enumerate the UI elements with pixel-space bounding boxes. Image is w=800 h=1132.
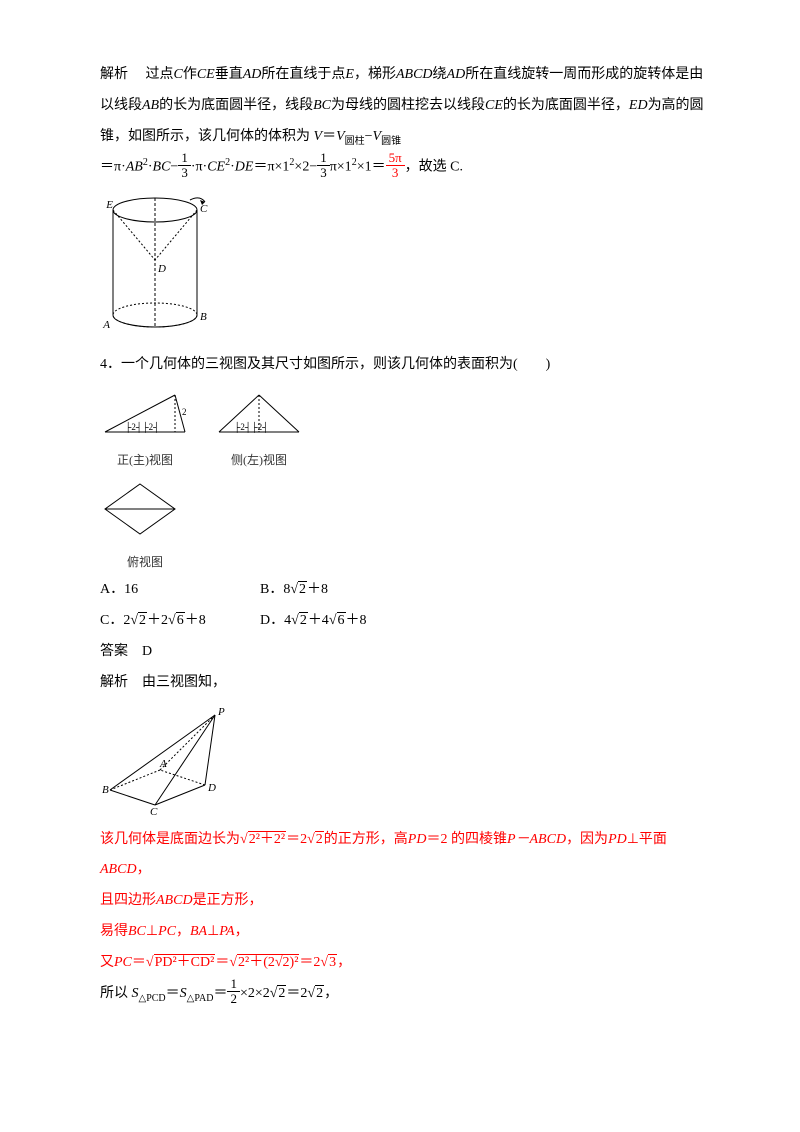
- svg-text:2: 2: [182, 407, 187, 417]
- top-view: 俯视图: [100, 479, 190, 575]
- p4-stem: 4．一个几何体的三视图及其尺寸如图所示，则该几何体的表面积为( ): [100, 350, 710, 381]
- p3-analysis-line3: 锥，如图所示，该几何体的体积为 V＝V圆柱−V圆锥: [100, 122, 710, 153]
- svg-text:├2┤├2┤: ├2┤├2┤: [234, 421, 269, 433]
- p3-analysis-line1: 解析 过点C作CE垂直AD所在直线于点E，梯形ABCD绕AD所在直线旋转一周而形…: [100, 60, 710, 91]
- p4-explain-5: 所以 S△PCD＝S△PAD＝12×2×2√2＝2√2，: [100, 979, 710, 1010]
- front-view: ├2┤├2┤ 2 正(主)视图: [100, 381, 190, 473]
- svg-text:A: A: [102, 319, 110, 331]
- option-a: A．16: [100, 575, 260, 606]
- svg-text:D: D: [207, 782, 216, 794]
- p4-explain-4: 又PC＝√PD²＋CD²＝√2²＋(2√2)²＝2√3，: [100, 948, 710, 979]
- svg-text:B: B: [102, 784, 109, 796]
- svg-text:D: D: [157, 263, 166, 275]
- p4-explain-1: 该几何体是底面边长为√2²＋2²＝2√2的正方形，高PD＝2 的四棱锥P－ABC…: [100, 825, 710, 887]
- svg-text:P: P: [217, 706, 225, 718]
- cylinder-diagram: E C D A B: [100, 190, 220, 340]
- option-c: C．2√2＋2√6＋8: [100, 606, 260, 637]
- svg-text:E: E: [105, 199, 113, 211]
- p4-explain-3: 易得BC⊥PC，BA⊥PA，: [100, 917, 710, 948]
- p4-options: A．16 B．8√2＋8 C．2√2＋2√6＋8 D．4√2＋4√6＋8: [100, 575, 710, 637]
- side-view: ├2┤├2┤ 侧(左)视图: [214, 381, 304, 473]
- label-analysis: 解析: [100, 67, 128, 82]
- svg-text:├2┤├2┤: ├2┤├2┤: [125, 421, 160, 433]
- svg-text:A: A: [159, 758, 167, 770]
- svg-text:C: C: [200, 203, 208, 215]
- svg-text:B: B: [200, 311, 207, 323]
- p4-answer: 答案 D: [100, 637, 710, 668]
- option-d: D．4√2＋4√6＋8: [260, 606, 420, 637]
- three-views-row1: ├2┤├2┤ 2 正(主)视图 ├2┤├2┤ 侧(左)视图: [100, 381, 710, 473]
- p3-analysis-line2: 以线段AB的长为底面圆半径，线段BC为母线的圆柱挖去以线段CE的长为底面圆半径，…: [100, 91, 710, 122]
- svg-text:C: C: [150, 806, 158, 815]
- p3-calc: ＝π·AB2·BC−13·π·CE2·DE＝π×12×2−13π×12×1＝5π…: [100, 152, 710, 183]
- p4-analysis: 解析 由三视图知，: [100, 668, 710, 699]
- p4-explain-2: 且四边形ABCD是正方形，: [100, 886, 710, 917]
- option-b: B．8√2＋8: [260, 575, 420, 606]
- pyramid-diagram: P A B C D: [100, 705, 250, 815]
